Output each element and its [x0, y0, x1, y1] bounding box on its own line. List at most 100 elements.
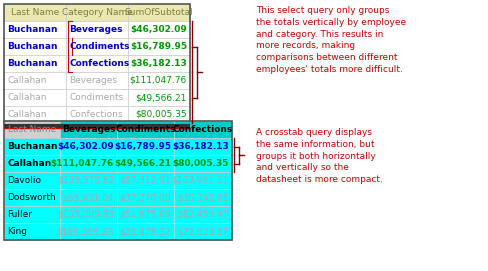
Bar	[4, 172, 60, 189]
Text: $16,789.95: $16,789.95	[130, 42, 187, 51]
Text: $36,182.13: $36,182.13	[172, 142, 229, 151]
Bar	[4, 155, 60, 172]
Bar	[4, 106, 66, 123]
Bar	[4, 55, 66, 72]
Text: $135,575.82: $135,575.82	[57, 176, 114, 185]
Text: SumOfSubtotal: SumOfSubtotal	[125, 8, 193, 17]
Text: $36,182.13: $36,182.13	[130, 59, 187, 68]
Text: Condiments: Condiments	[69, 42, 129, 51]
Text: Callahan: Callahan	[7, 76, 46, 85]
Text: Buchanan: Buchanan	[7, 25, 58, 34]
Text: $103,961.31: $103,961.31	[172, 176, 229, 185]
Text: Confections: Confections	[69, 110, 122, 119]
Text: Buchanan: Buchanan	[7, 59, 58, 68]
Bar	[117, 155, 174, 172]
Text: $55,931.04: $55,931.04	[62, 193, 114, 202]
Bar	[117, 223, 174, 240]
Bar	[128, 21, 190, 38]
Text: Callahan: Callahan	[7, 110, 46, 119]
Text: Buchanan: Buchanan	[7, 142, 58, 151]
Text: Dodsworth: Dodsworth	[7, 193, 56, 202]
Bar	[66, 38, 128, 55]
Bar	[174, 172, 232, 189]
Bar	[117, 138, 174, 155]
Bar	[174, 223, 232, 240]
Bar	[128, 89, 190, 106]
Text: King: King	[7, 227, 27, 236]
Bar	[128, 55, 190, 72]
Text: Confections: Confections	[173, 125, 233, 134]
Bar	[174, 206, 232, 223]
Text: $49,566.21: $49,566.21	[136, 93, 187, 102]
Text: Condiments: Condiments	[115, 125, 176, 134]
Bar	[128, 72, 190, 89]
Bar	[174, 189, 232, 206]
Bar	[66, 4, 128, 21]
Text: $72,023.27: $72,023.27	[178, 227, 229, 236]
Text: Beverages: Beverages	[62, 125, 115, 134]
Text: Beverages: Beverages	[69, 25, 122, 34]
Bar	[4, 206, 60, 223]
Bar	[4, 72, 66, 89]
Text: Category Name: Category Name	[61, 8, 132, 17]
Bar	[117, 206, 174, 223]
Bar	[66, 72, 128, 89]
Bar	[117, 189, 174, 206]
Text: Davolio: Davolio	[7, 176, 41, 185]
Text: $80,005.35: $80,005.35	[135, 110, 187, 119]
Bar	[66, 89, 128, 106]
Text: $30,342.63: $30,342.63	[178, 193, 229, 202]
Bar	[66, 106, 128, 123]
Bar	[60, 223, 117, 240]
Text: Buchanan: Buchanan	[7, 42, 58, 51]
Bar	[60, 172, 117, 189]
Text: $51,675.89: $51,675.89	[120, 210, 171, 219]
Text: Callahan: Callahan	[7, 93, 46, 102]
Text: Beverages: Beverages	[69, 76, 117, 85]
Bar	[174, 138, 232, 155]
Bar	[60, 189, 117, 206]
Bar	[60, 206, 117, 223]
Bar	[4, 21, 66, 38]
Bar	[4, 4, 190, 123]
Bar	[4, 138, 60, 155]
Text: This select query only groups
the totals vertically by employee
and category. Th: This select query only groups the totals…	[256, 6, 406, 74]
Text: $105,355.83: $105,355.83	[57, 227, 114, 236]
Bar	[117, 121, 174, 138]
Text: $80,005.35: $80,005.35	[173, 159, 229, 168]
Text: $82,459.47: $82,459.47	[178, 210, 229, 219]
Bar	[4, 38, 66, 55]
Text: $37,270.00: $37,270.00	[120, 193, 171, 202]
Text: $46,302.09: $46,302.09	[130, 25, 187, 34]
Bar	[4, 4, 66, 21]
Bar	[128, 106, 190, 123]
Text: Fuller: Fuller	[7, 210, 32, 219]
Bar	[4, 189, 60, 206]
Bar	[174, 121, 232, 138]
Text: $135,209.93: $135,209.93	[57, 210, 114, 219]
Bar	[4, 223, 60, 240]
Bar	[4, 89, 66, 106]
Bar	[117, 172, 174, 189]
Bar	[128, 4, 190, 21]
Bar	[4, 121, 60, 138]
Bar	[174, 155, 232, 172]
Bar	[60, 155, 117, 172]
Text: Last Name: Last Name	[11, 8, 59, 17]
Bar	[66, 55, 128, 72]
Text: $111,047.76: $111,047.76	[51, 159, 114, 168]
Text: $46,302.09: $46,302.09	[57, 142, 114, 151]
Text: $16,789.95: $16,789.95	[114, 142, 171, 151]
Bar	[66, 21, 128, 38]
Bar	[4, 121, 232, 240]
Text: $49,566.21: $49,566.21	[114, 159, 171, 168]
Text: Last Name: Last Name	[8, 125, 56, 134]
Text: Callahan: Callahan	[7, 159, 51, 168]
Bar	[128, 38, 190, 55]
Text: Confections: Confections	[69, 59, 129, 68]
Text: A crosstab query displays
the same information, but
groups it both horizontally
: A crosstab query displays the same infor…	[256, 128, 383, 184]
Bar	[60, 121, 117, 138]
Bar	[60, 138, 117, 155]
Text: $111,047.76: $111,047.76	[130, 76, 187, 85]
Text: $38,878.32: $38,878.32	[120, 227, 171, 236]
